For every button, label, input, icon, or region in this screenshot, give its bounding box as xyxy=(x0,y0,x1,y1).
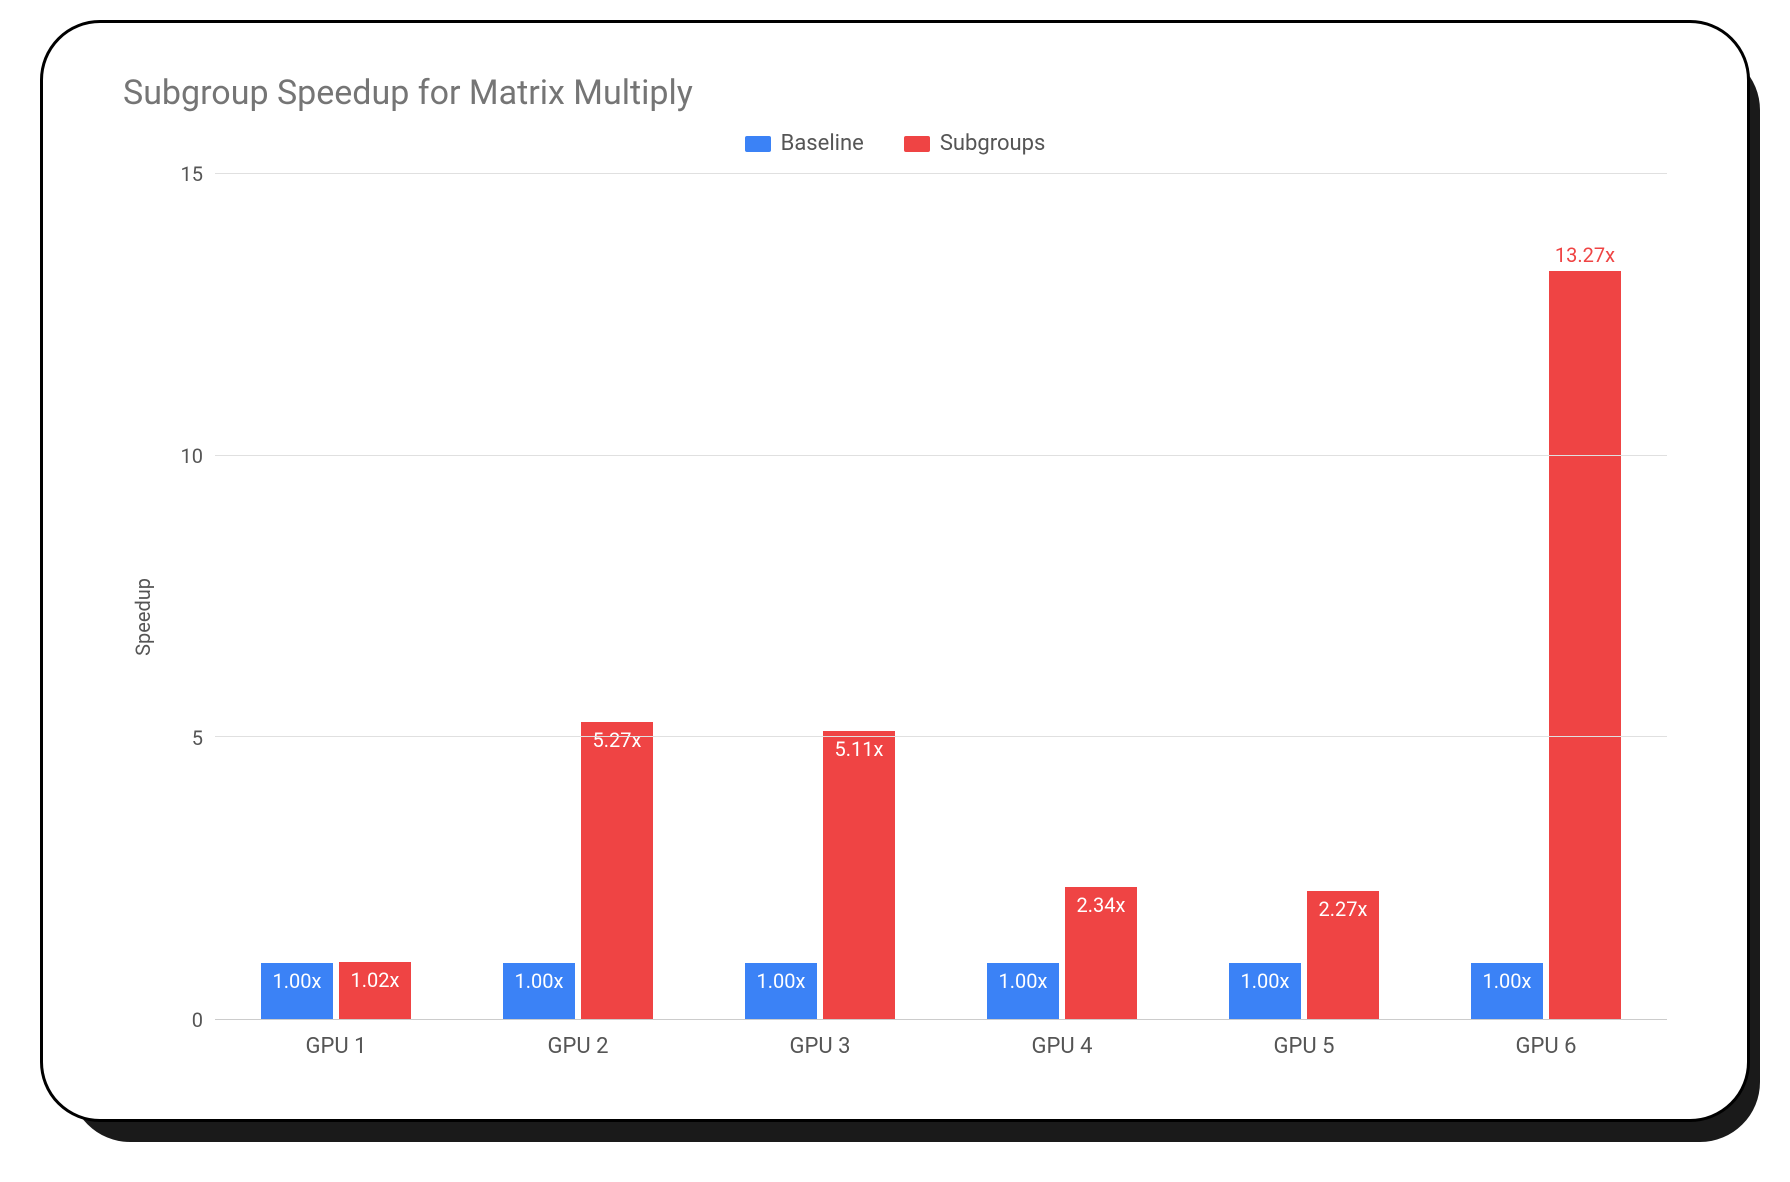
bar-value-label: 2.34x xyxy=(1077,893,1126,917)
chart-grid: 051015 1.00x1.02x1.00x5.27x1.00x5.11x1.0… xyxy=(155,174,1667,1020)
legend-item-subgroups: Subgroups xyxy=(904,131,1046,156)
y-axis: 051015 xyxy=(155,174,215,1020)
bar: 5.27x xyxy=(581,722,653,1019)
x-tick: GPU 5 xyxy=(1183,1020,1425,1059)
chart-card-wrapper: Subgroup Speedup for Matrix Multiply Bas… xyxy=(40,20,1750,1122)
legend-swatch-subgroups xyxy=(904,136,930,152)
bar-group: 1.00x 2.34x xyxy=(941,174,1183,1019)
bar: 5.11x xyxy=(823,731,895,1019)
bar-group: 1.00x 2.27x xyxy=(1183,174,1425,1019)
gridline xyxy=(215,173,1667,174)
x-tick: GPU 2 xyxy=(457,1020,699,1059)
bar: 1.00x xyxy=(503,963,575,1019)
legend-swatch-baseline xyxy=(745,136,771,152)
bar-group: 1.00x 5.11x xyxy=(699,174,941,1019)
bar: 13.27x xyxy=(1549,271,1621,1019)
y-tick: 10 xyxy=(181,444,203,468)
bar-value-label: 13.27x xyxy=(1555,243,1615,267)
bar: 2.34x xyxy=(1065,887,1137,1019)
bar: 1.02x xyxy=(339,962,411,1019)
plot-inner: 1.00x 1.02x 1.00x 5.27x 1.00x 5.11x 1.00x 2.34x… xyxy=(215,174,1667,1020)
bar-group: 1.00x 5.27x xyxy=(457,174,699,1019)
bar-value-label: 1.00x xyxy=(1483,969,1532,993)
x-axis: GPU 1GPU 2GPU 3GPU 4GPU 5GPU 6 xyxy=(215,1020,1667,1059)
chart-title: Subgroup Speedup for Matrix Multiply xyxy=(123,73,1667,113)
bar: 1.00x xyxy=(261,963,333,1019)
gridline xyxy=(215,736,1667,737)
gridline xyxy=(215,455,1667,456)
x-tick: GPU 6 xyxy=(1425,1020,1667,1059)
bar: 2.27x xyxy=(1307,891,1379,1019)
chart-legend: Baseline Subgroups xyxy=(123,131,1667,156)
bar-value-label: 1.00x xyxy=(1241,969,1290,993)
bar: 1.00x xyxy=(1471,963,1543,1019)
y-tick: 5 xyxy=(192,726,203,750)
chart-plot: 051015 1.00x1.02x1.00x5.27x1.00x5.11x1.0… xyxy=(155,174,1667,1059)
bar-groups: 1.00x 1.02x 1.00x 5.27x 1.00x 5.11x 1.00x 2.34x… xyxy=(215,174,1667,1019)
chart-area: Speedup 051015 1.00x1.02x1.00x5.27x1.00x… xyxy=(123,174,1667,1059)
bar-value-label: 1.00x xyxy=(999,969,1048,993)
chart-card: Subgroup Speedup for Matrix Multiply Bas… xyxy=(40,20,1750,1122)
bar-value-label: 2.27x xyxy=(1319,897,1368,921)
x-tick: GPU 1 xyxy=(215,1020,457,1059)
bar-value-label: 5.11x xyxy=(835,737,884,761)
y-axis-label: Speedup xyxy=(123,578,155,656)
bar-value-label: 1.00x xyxy=(515,969,564,993)
x-tick: GPU 3 xyxy=(699,1020,941,1059)
bar-value-label: 5.27x xyxy=(593,728,642,752)
legend-label-subgroups: Subgroups xyxy=(940,131,1046,156)
y-tick: 0 xyxy=(192,1008,203,1032)
bar: 1.00x xyxy=(745,963,817,1019)
legend-label-baseline: Baseline xyxy=(781,131,864,156)
bar-value-label: 1.00x xyxy=(273,969,322,993)
bar-group: 1.00x 1.02x xyxy=(215,174,457,1019)
bar-value-label: 1.00x xyxy=(757,969,806,993)
bar-group: 1.00x 13.27x xyxy=(1425,174,1667,1019)
bar: 1.00x xyxy=(987,963,1059,1019)
legend-item-baseline: Baseline xyxy=(745,131,864,156)
y-tick: 15 xyxy=(181,162,203,186)
x-tick: GPU 4 xyxy=(941,1020,1183,1059)
bar: 1.00x xyxy=(1229,963,1301,1019)
bar-value-label: 1.02x xyxy=(351,968,400,992)
